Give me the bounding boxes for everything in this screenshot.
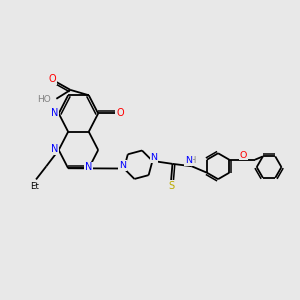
Text: N: N [85,162,92,172]
Text: N: N [185,156,192,165]
Text: Et: Et [30,182,39,191]
Text: N: N [150,154,158,163]
Text: O: O [48,74,56,84]
Text: O: O [117,109,124,118]
Text: N: N [51,144,58,154]
Text: H: H [189,156,195,165]
Text: S: S [169,181,175,191]
Text: N: N [51,108,58,118]
Text: O: O [239,151,247,160]
Text: HO: HO [37,95,50,104]
Text: N: N [119,161,126,170]
